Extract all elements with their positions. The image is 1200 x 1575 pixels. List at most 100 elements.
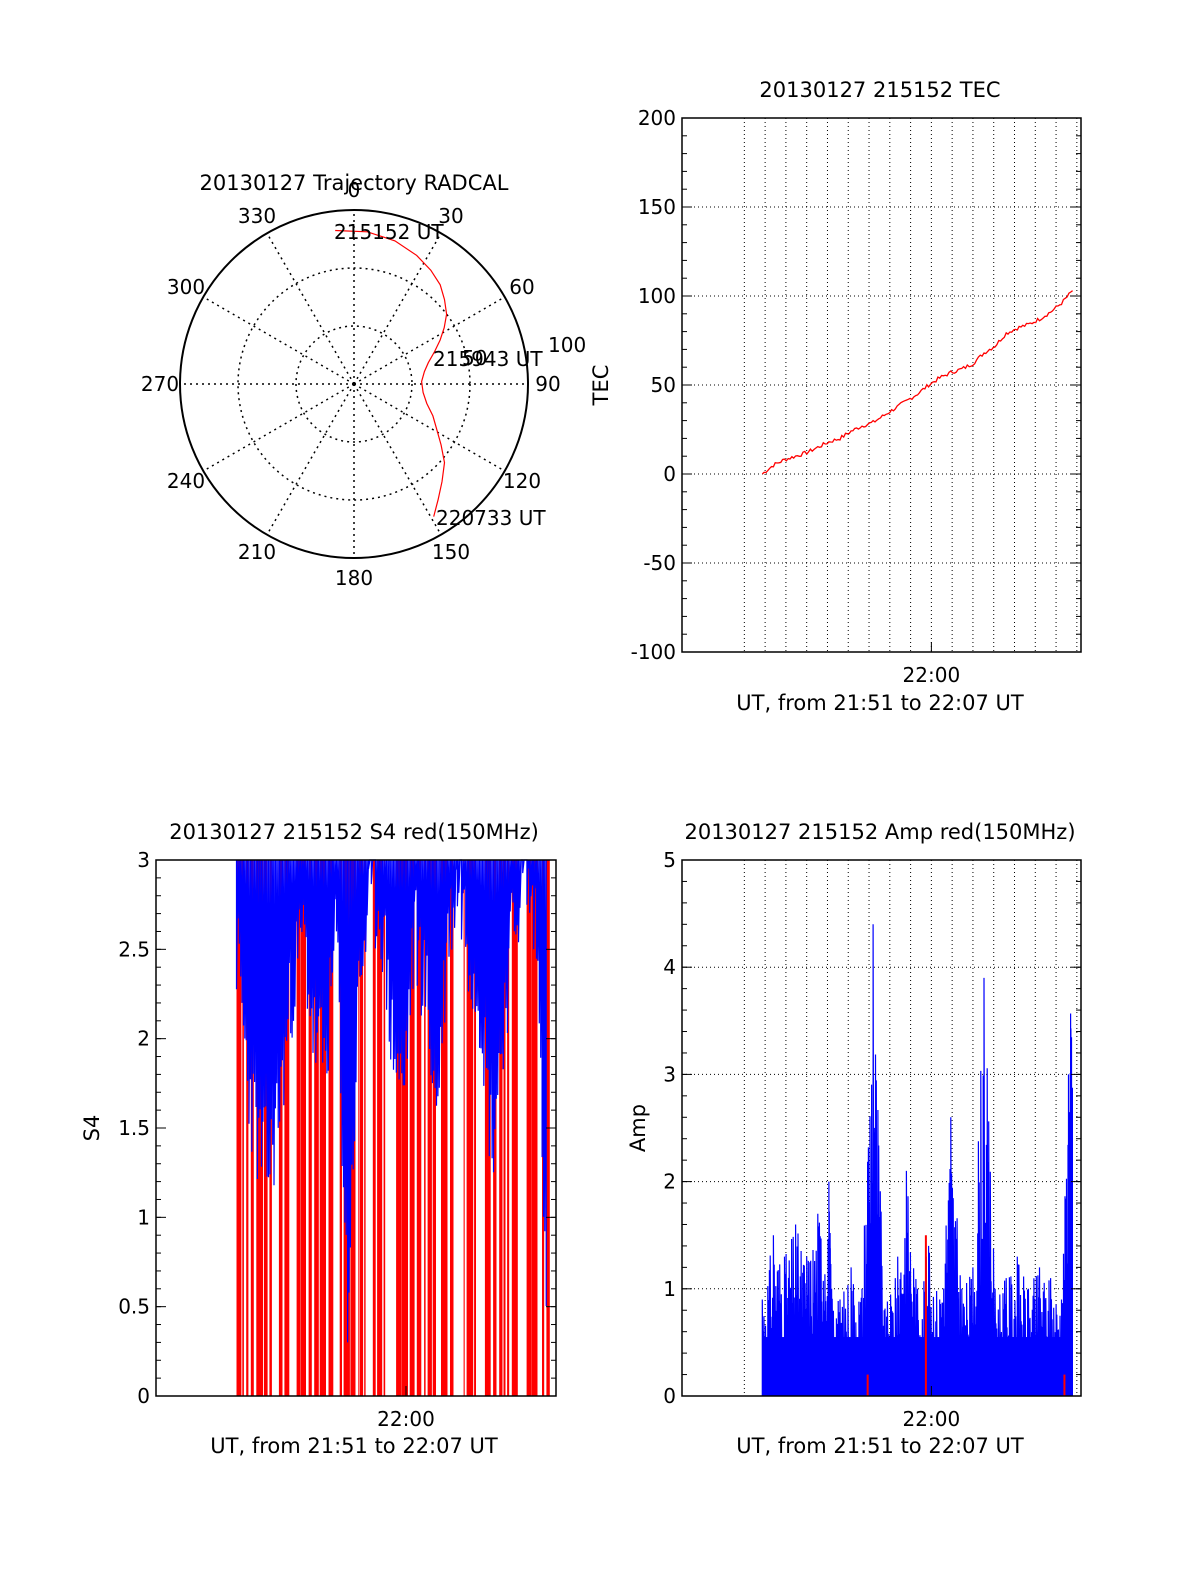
trajectory-elevation-ring: [295, 325, 413, 443]
amp-xlabel: UT, from 21:51 to 22:07 UT: [736, 1434, 1024, 1458]
s4-red-bar: [314, 860, 319, 1396]
trajectory-track: [335, 229, 448, 517]
tec-line: [761, 290, 1073, 475]
s4-ytick-label: 0: [137, 1384, 150, 1408]
trajectory-extra-label: 100: [548, 333, 586, 357]
trajectory-panel: 20130127 Trajectory RADCAL 0 30 60 90 120 150…: [141, 171, 586, 590]
s4-red-bar: [246, 860, 249, 1396]
trajectory-azimuth-label: 180: [335, 566, 373, 590]
trajectory-azimuth-spoke: [353, 296, 506, 385]
tec-axes: -100 -50 0 50 100 150 200 22:00: [631, 106, 1082, 687]
s4-xtick-label: 22:00: [377, 1407, 435, 1431]
amp-series: [761, 924, 1074, 1397]
s4-red-bar: [409, 860, 415, 1396]
s4-red-bar: [432, 860, 436, 1396]
tec-ytick-label: 200: [638, 106, 676, 130]
trajectory-azimuth-label: 150: [432, 540, 470, 564]
trajectory-azimuth-spoke: [266, 383, 355, 536]
trajectory-azimuth-label: 270: [141, 372, 179, 396]
trajectory-azimuth-spoke: [353, 383, 442, 536]
s4-red-bar: [308, 860, 312, 1396]
s4-ytick-label: 1.5: [118, 1116, 150, 1140]
amp-ylabel: Amp: [626, 1104, 650, 1152]
s4-red-bar: [396, 860, 402, 1396]
trajectory-path: [335, 229, 448, 517]
trajectory-azimuth-label: 300: [167, 275, 205, 299]
amp-ytick-label: 4: [663, 955, 676, 979]
amp-grid: [682, 860, 1081, 1396]
s4-red-bar: [278, 860, 283, 1396]
tec-xlabel: UT, from 21:51 to 22:07 UT: [736, 691, 1024, 715]
amp-ytick-label: 2: [663, 1170, 676, 1194]
trajectory-mid-label: 215943 UT: [433, 347, 543, 371]
s4-red-bar: [503, 860, 506, 1396]
amp-ytick-label: 0: [663, 1384, 676, 1408]
s4-red-bar: [242, 860, 244, 1396]
s4-red-bar: [424, 860, 426, 1396]
s4-red-bar: [296, 860, 300, 1396]
s4-ytick-label: 1: [137, 1205, 150, 1229]
trajectory-azimuth-label: 330: [238, 204, 276, 228]
s4-red-bar: [450, 860, 454, 1396]
s4-red-bar: [328, 860, 334, 1396]
s4-red-bar: [319, 860, 326, 1396]
amp-blue-line: [761, 924, 1074, 1397]
s4-red-bar: [441, 860, 448, 1396]
tec-xtick-label: 22:00: [903, 663, 961, 687]
tec-ytick-label: 0: [663, 462, 676, 486]
trajectory-azimuth-spoke: [266, 232, 355, 385]
tec-ylabel: TEC: [589, 365, 613, 407]
tec-title: 20130127 215152 TEC: [759, 78, 1000, 102]
tec-ytick-label: 150: [638, 195, 676, 219]
amp-axes: 0 1 2 3 4 5 22:00: [663, 848, 1082, 1431]
trajectory-azimuth-labels: 0 30 60 90 120 150 180 210 240 270 300 330: [141, 178, 561, 590]
trajectory-azimuth-spoke: [202, 383, 355, 472]
trajectory-horizon-circle: [179, 209, 529, 559]
s4-red-bar: [300, 860, 306, 1396]
tec-ytick-label: -50: [643, 551, 676, 575]
amp-ytick-label: 1: [663, 1277, 676, 1301]
s4-red-bar: [474, 860, 476, 1396]
s4-red-bar: [526, 860, 532, 1396]
s4-ylabel: S4: [80, 1115, 104, 1142]
trajectory-azimuth-label: 30: [438, 204, 463, 228]
s4-red-bar: [499, 860, 503, 1396]
s4-red-bar: [284, 860, 290, 1396]
trajectory-azimuth-label: 120: [503, 469, 541, 493]
trajectory-azimuth-spoke: [353, 383, 506, 472]
tec-panel: 20130127 215152 TEC -100 -50 0 50 100 150 200 2…: [589, 78, 1082, 715]
s4-axes: 0 0.5 1 1.5 2 2.5 3 22:00: [118, 848, 557, 1431]
tec-grid: [682, 118, 1081, 652]
s4-red-bar: [383, 860, 386, 1396]
trajectory-elevation-marker-label: 50: [462, 346, 487, 370]
s4-ytick-label: 2: [137, 1027, 150, 1051]
amp-ytick-label: 5: [663, 848, 676, 872]
amp-title: 20130127 215152 Amp red(150MHz): [684, 820, 1075, 844]
trajectory-azimuth-label: 240: [167, 469, 205, 493]
trajectory-azimuth-label: 0: [348, 178, 361, 202]
s4-red-bar: [427, 860, 432, 1396]
s4-red-bar: [360, 860, 364, 1396]
s4-panel: 20130127 215152 S4 red(150MHz) 0 0.5 1 1.5 2…: [80, 820, 557, 1458]
trajectory-start-label: 215152 UT: [334, 220, 444, 244]
tec-frame: [681, 117, 1082, 653]
trajectory-azimuth-spoke: [353, 232, 442, 385]
s4-red-bar: [236, 860, 242, 1396]
s4-red-bar: [463, 860, 465, 1396]
tec-series: [761, 290, 1073, 475]
s4-ytick-label: 2.5: [118, 937, 150, 961]
s4-red-bar: [507, 860, 510, 1396]
s4-series: [235, 859, 550, 1396]
s4-ytick-label: 0.5: [118, 1295, 150, 1319]
s4-red-bar: [358, 860, 360, 1396]
s4-red-bar: [339, 860, 342, 1396]
amp-xtick-label: 22:00: [903, 1407, 961, 1431]
s4-red-bar: [256, 860, 263, 1396]
s4-red-bar: [511, 860, 518, 1396]
s4-red-bar: [364, 860, 366, 1396]
trajectory-title: 20130127 Trajectory RADCAL: [200, 171, 509, 195]
amp-ytick-label: 3: [663, 1062, 676, 1086]
trajectory-end-label: 220733 UT: [436, 506, 546, 530]
amp-panel: 20130127 215152 Amp red(150MHz) 0 1 2 3 4 5 22…: [626, 820, 1082, 1458]
